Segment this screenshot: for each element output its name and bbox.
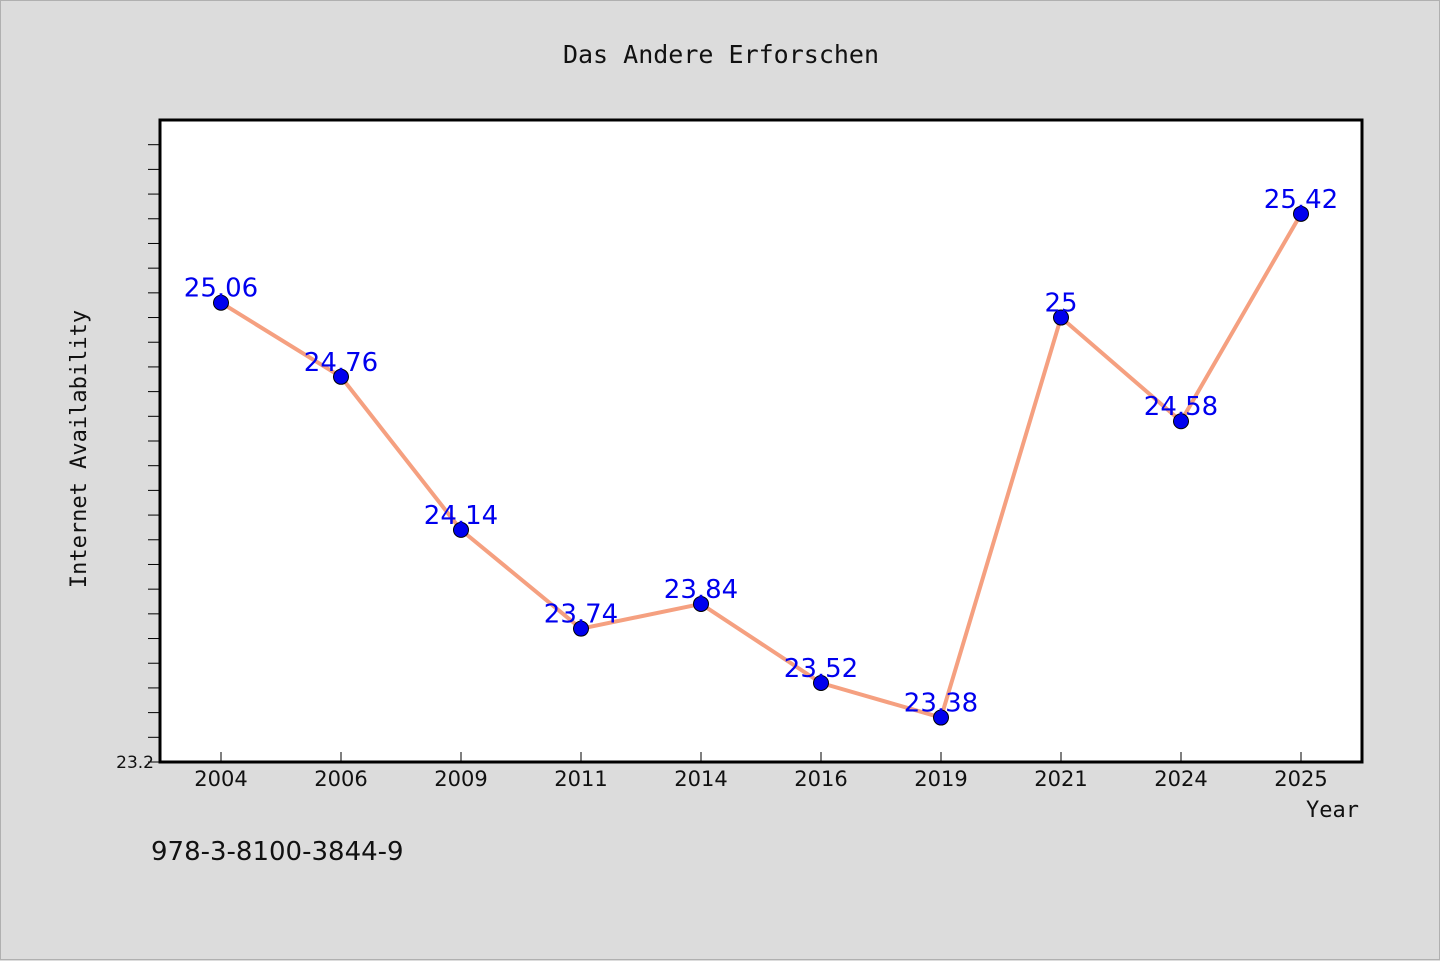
data-point — [1053, 309, 1069, 326]
x-tick-label: 2021 — [1034, 767, 1087, 791]
x-tick-label: 2011 — [554, 767, 607, 791]
data-label: 23.84 — [664, 575, 738, 605]
x-axis-label: Year — [1306, 798, 1359, 823]
chart-title: Das Andere Erforschen — [563, 40, 879, 69]
y-axis-label: Internet Availability — [67, 310, 92, 588]
data-point — [333, 368, 349, 385]
data-point — [693, 595, 709, 612]
data-point — [813, 674, 829, 691]
isbn-code: 978-3-8100-3844-9 — [151, 837, 404, 867]
data-point — [213, 294, 229, 311]
data-point — [1293, 205, 1309, 222]
data-point — [573, 620, 589, 637]
series-line — [219, 212, 1303, 720]
data-point — [1173, 413, 1189, 430]
x-tick-label: 2004 — [194, 767, 247, 791]
data-label: 25.42 — [1264, 185, 1338, 215]
data-label: 25.06 — [184, 274, 258, 304]
data-point — [453, 521, 469, 538]
x-axis-ticks: 2004 2006 2009 2011 2014 2016 2019 2021 2024 2025 — [194, 752, 1328, 791]
data-label: 24.76 — [304, 348, 378, 378]
x-tick-label: 2016 — [794, 767, 847, 791]
series-line-group: 25.06 24.76 24.14 23.74 23.84 23.52 23.38 25 24.… — [184, 185, 1338, 726]
data-label: 23.52 — [784, 654, 858, 684]
y-axis-ticks: 23.2 — [116, 144, 160, 773]
data-label: 23.74 — [544, 600, 618, 630]
data-label: 25 — [1044, 289, 1077, 319]
data-point — [933, 709, 949, 726]
data-label: 23.38 — [904, 689, 978, 719]
x-tick-label: 2006 — [314, 767, 367, 791]
plot-area — [158, 118, 1364, 764]
x-tick-label: 2019 — [914, 767, 967, 791]
x-tick-label: 2014 — [674, 767, 727, 791]
data-label: 24.58 — [1144, 392, 1218, 422]
data-label: 24.14 — [424, 501, 498, 531]
x-tick-label: 2024 — [1154, 767, 1207, 791]
x-tick-label: 2009 — [434, 767, 487, 791]
x-tick-label: 2025 — [1274, 767, 1327, 791]
y-tick-label: 23.2 — [116, 753, 154, 773]
